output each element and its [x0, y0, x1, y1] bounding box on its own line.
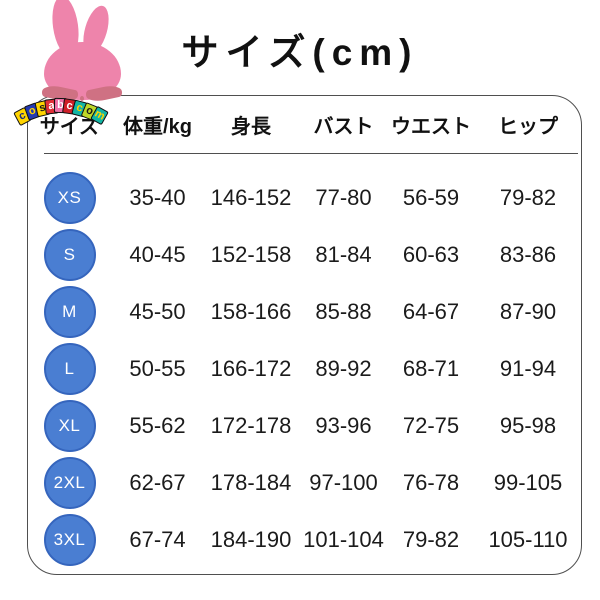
page-title: サイズ(cm) [181, 32, 419, 73]
size-badge: XS [43, 171, 96, 224]
weight-cell: 35-40 [129, 184, 186, 210]
bunny-nose-icon [80, 96, 84, 101]
hip-cell: 83-86 [499, 241, 557, 267]
column-header-2: 身長 [231, 116, 271, 138]
size-badge-cell: 3XL [28, 513, 111, 566]
column-header-3: バスト [313, 116, 374, 138]
height-cell: 146-152 [210, 184, 292, 210]
size-badge-cell: XS [28, 171, 111, 224]
size-badge-cell: 2XL [28, 456, 111, 509]
bust-cell: 81-84 [315, 241, 372, 267]
table-header-row: サイズ 体重/kg 身長 バスト ウエスト ヒップ [28, 96, 581, 153]
height-cell: 172-178 [210, 412, 292, 438]
table-row: 2XL 62-67 178-184 97-100 76-78 99-105 [28, 454, 581, 511]
bust-cell: 101-104 [303, 526, 384, 552]
waist-cell: 60-63 [402, 241, 460, 267]
waist-cell: 56-59 [402, 184, 460, 210]
table-row: 3XL 67-74 184-190 101-104 79-82 105-110 [28, 511, 581, 568]
column-header-1: 体重/kg [123, 116, 192, 138]
table-row: L 50-55 166-172 89-92 68-71 91-94 [28, 340, 581, 397]
bust-cell: 77-80 [315, 184, 372, 210]
waist-cell: 72-75 [402, 412, 460, 438]
bust-cell: 85-88 [315, 298, 372, 324]
size-badge-cell: M [28, 285, 111, 338]
header-divider [44, 153, 578, 154]
height-cell: 158-166 [210, 298, 292, 324]
size-badge-cell: L [28, 342, 111, 395]
column-header-0: サイズ [39, 116, 100, 138]
size-badge: M [43, 285, 96, 338]
hip-cell: 95-98 [499, 412, 557, 438]
height-cell: 184-190 [210, 526, 292, 552]
table-body: XS 35-40 146-152 77-80 56-59 79-82 S 40-45 152-1… [28, 153, 581, 568]
column-header-4: ウエスト [391, 116, 471, 138]
weight-cell: 67-74 [129, 526, 186, 552]
hip-cell: 105-110 [488, 526, 568, 552]
size-badge-cell: S [28, 228, 111, 281]
bust-cell: 89-92 [315, 355, 372, 381]
weight-cell: 62-67 [129, 469, 186, 495]
size-badge: L [43, 342, 96, 395]
bust-cell: 93-96 [315, 412, 372, 438]
height-cell: 178-184 [210, 469, 292, 495]
waist-cell: 68-71 [402, 355, 460, 381]
height-cell: 166-172 [210, 355, 292, 381]
column-header-5: ヒップ [498, 116, 558, 138]
size-badge-cell: XL [28, 399, 111, 452]
weight-cell: 50-55 [129, 355, 186, 381]
table-row: XL 55-62 172-178 93-96 72-75 95-98 [28, 397, 581, 454]
hip-cell: 79-82 [499, 184, 557, 210]
size-table: サイズ 体重/kg 身長 バスト ウエスト ヒップ XS 35-40 146-152 77-80… [27, 95, 582, 575]
weight-cell: 40-45 [129, 241, 186, 267]
hip-cell: 99-105 [493, 469, 563, 495]
waist-cell: 79-82 [402, 526, 460, 552]
waist-cell: 64-67 [402, 298, 460, 324]
hip-cell: 87-90 [499, 298, 557, 324]
size-badge: XL [43, 399, 96, 452]
size-badge: 3XL [43, 513, 96, 566]
weight-cell: 45-50 [129, 298, 186, 324]
weight-cell: 55-62 [129, 412, 186, 438]
table-row: M 45-50 158-166 85-88 64-67 87-90 [28, 283, 581, 340]
table-row: S 40-45 152-158 81-84 60-63 83-86 [28, 226, 581, 283]
height-cell: 152-158 [210, 241, 292, 267]
hip-cell: 91-94 [499, 355, 557, 381]
bust-cell: 97-100 [309, 469, 378, 495]
waist-cell: 76-78 [402, 469, 460, 495]
size-badge: 2XL [43, 456, 96, 509]
size-badge: S [43, 228, 96, 281]
table-row: XS 35-40 146-152 77-80 56-59 79-82 [28, 169, 581, 226]
